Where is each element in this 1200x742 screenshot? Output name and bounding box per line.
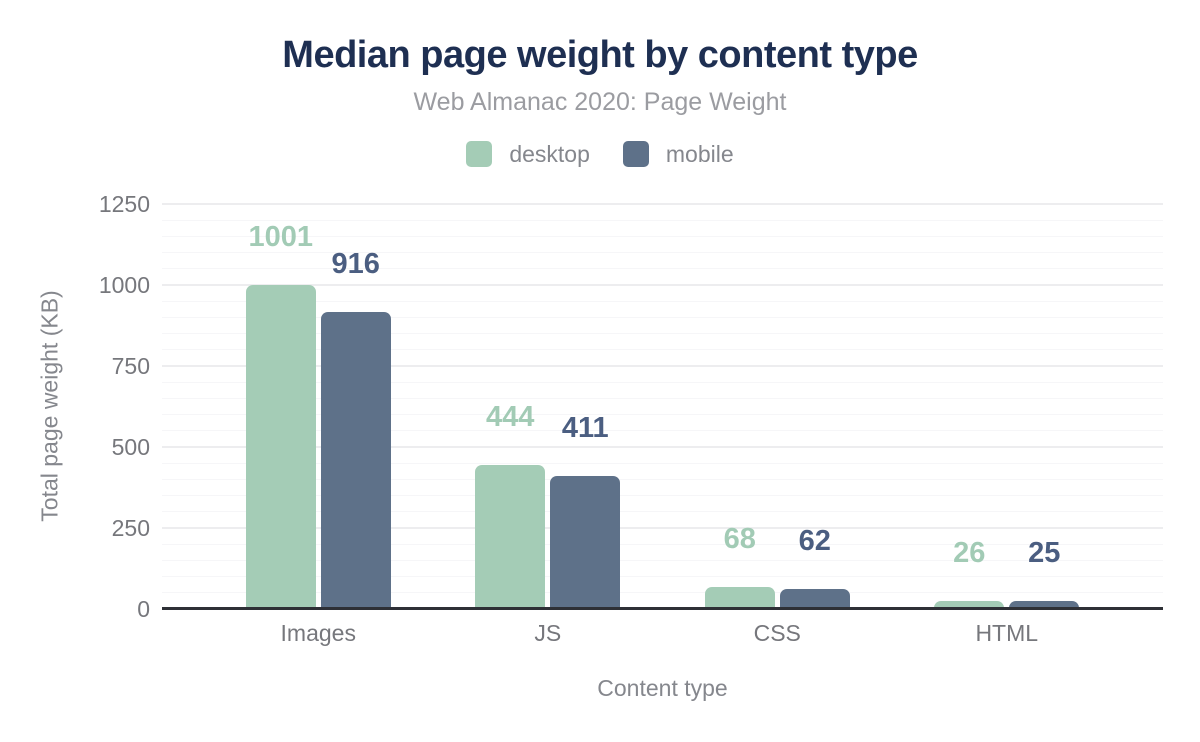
minor-gridline — [162, 349, 1163, 351]
minor-gridline — [162, 592, 1163, 594]
minor-gridline — [162, 511, 1163, 513]
value-label-mobile-css: 62 — [798, 524, 831, 557]
bar-mobile-css — [779, 588, 850, 609]
x-tick-label-images: Images — [280, 620, 356, 646]
minor-gridline — [162, 543, 1163, 545]
bar-desktop-js — [475, 465, 546, 609]
x-tick-label-js: JS — [534, 620, 562, 646]
bar-mobile-html — [1009, 600, 1080, 609]
y-axis-title: Total page weight (KB) — [36, 290, 63, 522]
minor-gridline — [162, 219, 1163, 221]
major-gridline — [162, 446, 1163, 448]
bar-desktop-html — [934, 600, 1005, 609]
minor-gridline — [162, 462, 1163, 464]
y-tick-label-500: 500 — [111, 434, 150, 460]
minor-gridline — [162, 576, 1163, 578]
x-tick-label-html: HTML — [975, 620, 1039, 646]
value-label-desktop-images: 1001 — [248, 220, 313, 253]
legend-label-mobile: mobile — [665, 141, 734, 167]
minor-gridline — [162, 300, 1163, 302]
major-gridline — [162, 284, 1163, 286]
major-gridline — [162, 365, 1163, 367]
legend-item-mobile: mobile — [622, 141, 734, 167]
x-axis-line — [162, 607, 1163, 610]
y-tick-label-750: 750 — [111, 353, 150, 379]
x-tick-label-css: CSS — [753, 620, 801, 646]
major-gridline — [162, 527, 1163, 529]
bar-desktop-images — [245, 284, 316, 609]
value-label-desktop-css: 68 — [723, 522, 756, 555]
value-label-mobile-js: 411 — [561, 411, 609, 444]
y-tick-label-0: 0 — [137, 596, 150, 622]
minor-gridline — [162, 397, 1163, 399]
minor-gridline — [162, 235, 1163, 237]
legend: desktop mobile — [0, 141, 1200, 167]
chart-subtitle: Web Almanac 2020: Page Weight — [413, 88, 787, 116]
minor-gridline — [162, 252, 1163, 254]
value-label-mobile-images: 916 — [331, 248, 380, 281]
chart-title: Median page weight by content type — [282, 34, 918, 76]
major-gridline — [162, 203, 1163, 205]
bar-desktop-css — [704, 586, 775, 609]
value-label-desktop-js: 444 — [486, 401, 535, 434]
legend-swatch-desktop — [466, 141, 493, 167]
minor-gridline — [162, 333, 1163, 335]
legend-item-desktop: desktop — [466, 141, 590, 167]
minor-gridline — [162, 430, 1163, 432]
bar-mobile-images — [320, 312, 391, 609]
minor-gridline — [162, 495, 1163, 497]
minor-gridline — [162, 268, 1163, 270]
minor-gridline — [162, 478, 1163, 480]
plot-area: 1001 916 444 411 68 62 26 25 — [162, 203, 1163, 609]
legend-swatch-mobile — [622, 141, 649, 167]
x-axis-title: Content type — [597, 675, 728, 701]
bar-mobile-js — [550, 475, 621, 609]
y-tick-label-250: 250 — [111, 515, 150, 541]
value-label-desktop-html: 26 — [953, 536, 986, 569]
legend-label-desktop: desktop — [509, 141, 590, 167]
minor-gridline — [162, 381, 1163, 383]
y-tick-label-1250: 1250 — [98, 191, 150, 217]
y-tick-label-1000: 1000 — [98, 272, 150, 298]
minor-gridline — [162, 316, 1163, 318]
minor-gridline — [162, 414, 1163, 416]
minor-gridline — [162, 559, 1163, 561]
value-label-mobile-html: 25 — [1028, 536, 1061, 569]
